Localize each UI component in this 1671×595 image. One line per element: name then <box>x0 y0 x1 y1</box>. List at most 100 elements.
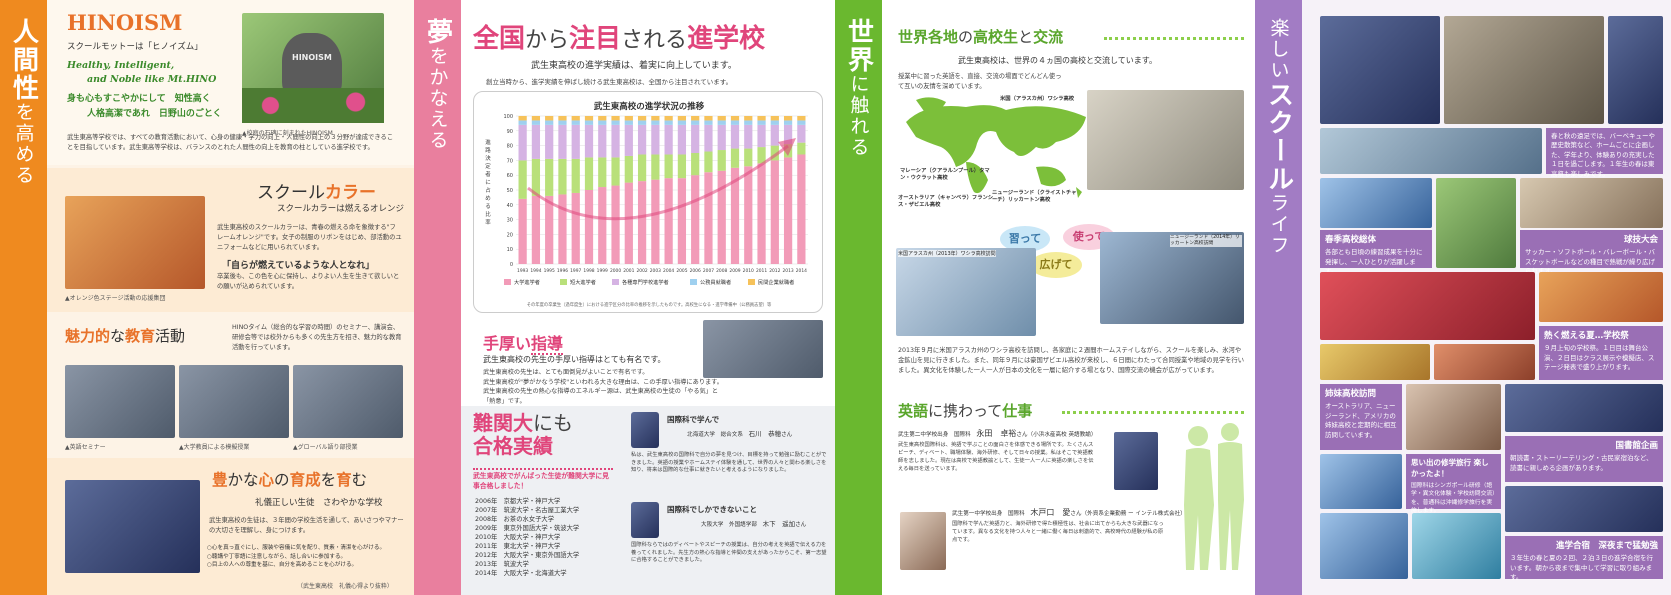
life-box-5-body: オーストラリア、ニュージーランド、アメリカの姉妹高校と定期的に相互訪問しています… <box>1325 402 1397 439</box>
english-p1-head: 武生第二中学校出身 国際科 <box>898 432 971 438</box>
exam-row: 2008年 お茶の水女子大学 <box>475 516 625 525</box>
voice-1-name: 石川 恭穂 <box>748 430 782 438</box>
heart-title-e: 育成 <box>289 471 321 489</box>
trend-arrow <box>527 144 789 221</box>
exam-year: 2008年 <box>475 515 498 523</box>
exam-year: 2009年 <box>475 524 498 532</box>
x-tick-label: 2000 <box>610 268 621 274</box>
exam-year: 2007年 <box>475 506 498 514</box>
x-tick-label: 1993 <box>517 268 528 274</box>
exams-list: 2006年 京都大学・神戸大学 2007年 筑波大学・名古屋工業大学 2008年… <box>475 498 625 578</box>
bar-segment <box>624 155 633 183</box>
voice-2-avatar <box>631 502 659 538</box>
heart-rules: ○心を真っ直ぐにし、服装や容儀に気を配り、質素・清潔を心がける。 ○聴講や丁寧語… <box>207 544 405 570</box>
exam-schools: 東京外国語大学・筑波大学 <box>503 524 580 532</box>
english-p1-body: 武生東高校国際科は、英語で学ぶことの面白さを体感できる場所です。たくさんスピーチ… <box>898 442 1094 472</box>
world-photo-class <box>1087 90 1244 190</box>
english-title-b: に携わって <box>928 402 1003 420</box>
bar-segment <box>664 154 673 179</box>
bar-segment <box>704 124 713 152</box>
legend-swatch <box>612 279 619 285</box>
bar-segment <box>717 170 726 264</box>
tab-main: 楽しい <box>1267 18 1290 81</box>
life-box-7: 思い出の修学旅行 楽しかったよ！ 国際科はシンガポール研修（語学・異文化体験・学校… <box>1406 454 1501 514</box>
bar-segment <box>571 124 580 159</box>
y-axis-label-char: る <box>485 203 491 210</box>
bar-segment <box>691 153 700 176</box>
progress-chart-box: 武生東高校の進学状況の推移 0 10 20 30 40 50 60 70 80 90 100 進路決定… <box>473 91 823 313</box>
side-tab-world: 世界に触れる <box>835 0 882 595</box>
attractive-photo-3 <box>293 365 403 438</box>
voice-1-head: 国際科で学んで <box>667 415 720 424</box>
bar-segment <box>730 116 740 121</box>
color-photo <box>65 196 205 289</box>
guidance-title: 手厚い指導 <box>483 330 564 355</box>
attractive-photo-2 <box>179 365 289 438</box>
x-tick-label: 2011 <box>756 268 767 274</box>
world-title-a: 世界各地 <box>898 28 959 46</box>
life-photo-17 <box>1412 513 1501 579</box>
heart-title-a: 豊 <box>212 471 228 489</box>
attractive-caption-2: ▲大学教員による模擬授業 <box>179 444 250 451</box>
bubble-spread: 広げて <box>1030 252 1082 278</box>
bar-segment <box>757 147 766 164</box>
life-box-7-title: 思い出の修学旅行 楽しかったよ！ <box>1411 458 1489 478</box>
english-p2-meta: 武生第一中学校出身 国際科 木戸口 愛さん（外資系企業勤務 ー インテル株式会社… <box>952 507 1227 518</box>
exam-schools: 筑波大学 <box>503 560 529 568</box>
y-axis-label-char: 者 <box>485 170 491 178</box>
bar-segment <box>704 172 713 264</box>
life-photo-3 <box>1608 16 1663 124</box>
bar-segment <box>624 124 633 156</box>
exam-year: 2012年 <box>475 551 498 559</box>
heart-caption: （武生東高校 礼儀心得より抜粋） <box>297 583 393 590</box>
y-axis-label-char: 決 <box>485 154 491 162</box>
world-map <box>906 97 1086 198</box>
attractive-title-c: 教育 <box>125 327 156 345</box>
x-tick-label: 2009 <box>729 268 740 274</box>
english-p2-suffix: さん（外資系企業勤務 ー インテル株式会社） <box>1070 511 1186 517</box>
bar-segment <box>651 120 660 125</box>
x-tick-label: 1998 <box>583 268 594 274</box>
exam-schools: 京都大学・神戸大学 <box>503 498 561 505</box>
bar-segment <box>531 195 541 264</box>
y-tick-label: 0 <box>510 262 513 268</box>
bar-segment <box>531 120 541 125</box>
world-photo-nz <box>1100 232 1244 324</box>
world-title-dots <box>1104 37 1244 40</box>
bar-segment <box>757 116 766 121</box>
exam-row: 2007年 筑波大学・名古屋工業大学 <box>475 507 625 516</box>
y-axis-label-char: め <box>485 195 491 202</box>
voice-2-name: 木下 遥加 <box>762 520 796 528</box>
bar-segment <box>783 157 793 264</box>
bar-segment <box>770 124 779 146</box>
x-tick-label: 2005 <box>676 268 687 274</box>
bar-segment <box>611 120 620 125</box>
bar-segment <box>637 181 647 264</box>
y-tick-label: 100 <box>503 114 513 120</box>
bar-segment <box>558 194 567 264</box>
hinoism-motto: スクールモットーは「ヒノイズム」 <box>67 42 203 52</box>
panel-humanity: HINOISM スクールモットーは「ヒノイズム」 Healthy, Intell… <box>47 0 414 595</box>
guidance-subtitle: 武生東高校の先生の手厚い指導はとても有名です。 <box>483 355 666 364</box>
bar-segment <box>531 158 541 196</box>
english-p2-name: 木戸口 愛 <box>1030 508 1071 517</box>
bar-segment <box>704 116 713 121</box>
life-photo-14 <box>1320 454 1402 509</box>
voice-1-school: 北海道大学 総合文系 <box>687 432 743 438</box>
bar-segment <box>637 120 647 125</box>
y-tick-label: 50 <box>507 188 513 194</box>
bar-segment <box>770 116 779 121</box>
bar-segment <box>611 124 620 158</box>
legend-label: 大学進学者 <box>514 278 540 286</box>
attractive-section: 魅力的な教育活動 HINOタイム（総合的な学習の時間）のセミナー、講演会、研修会… <box>47 315 414 455</box>
side-tab-humanity: 人間性を高める <box>0 0 47 595</box>
color-title-a: スクール <box>257 183 325 203</box>
bar-segment <box>717 150 726 171</box>
heart-title-b: かな <box>227 471 259 489</box>
voice-1-body: 私は、武生東高校の国際科で自分の夢を見つけ、目標を持って勉強に励むことができまし… <box>631 452 827 474</box>
world-body: 2013年９月に米国アラスカ州のワシラ高校を訪問し、各家庭に２週間ホームステイし… <box>898 347 1245 374</box>
hinoism-stone-photo: HINOISM <box>242 13 384 123</box>
life-photo-16 <box>1320 513 1408 579</box>
voice-2-meta: 大阪大学 外国語学部 木下 遥加さん <box>701 518 806 528</box>
exams-title-a: 難関大 <box>473 411 533 435</box>
